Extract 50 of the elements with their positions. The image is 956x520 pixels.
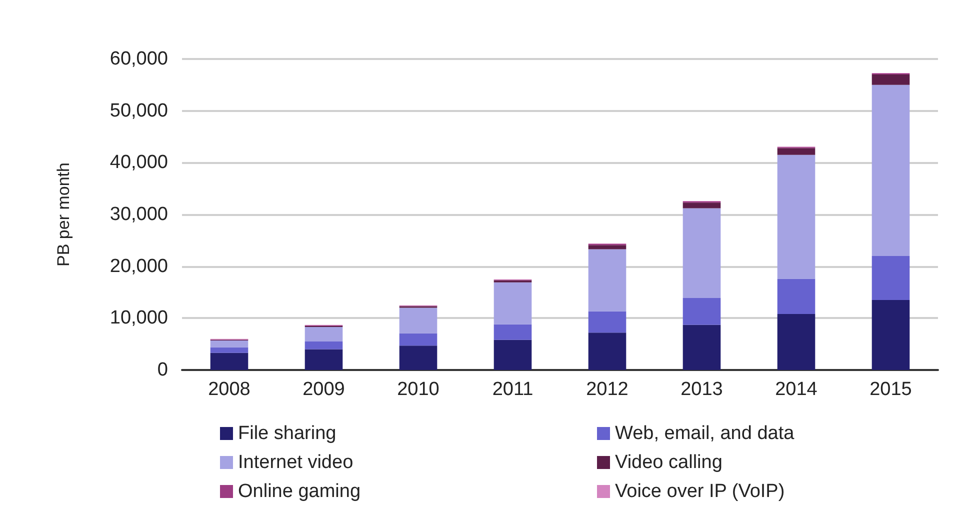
bar [872, 256, 910, 300]
bar [588, 249, 626, 312]
y-axis-title: PB per month [54, 162, 73, 266]
legend-label: Internet video [238, 452, 354, 473]
x-tick-label: 2012 [586, 379, 628, 400]
x-tick-label: 2010 [397, 379, 440, 400]
bar [304, 349, 343, 370]
x-tick-label: 2014 [775, 379, 818, 400]
x-tick-label: 2015 [870, 379, 912, 400]
legend-label: Web, email, and data [615, 423, 795, 444]
y-tick-label: 40,000 [110, 152, 168, 174]
y-tick-label: 10,000 [110, 308, 168, 329]
legend-label: Online gaming [238, 481, 361, 502]
bar [872, 74, 910, 85]
y-tick-label: 20,000 [110, 256, 168, 277]
bar [872, 84, 910, 256]
bar [304, 326, 343, 342]
bar [494, 324, 532, 340]
bar [682, 324, 721, 370]
y-tick-label: 30,000 [110, 204, 168, 225]
bar [777, 154, 816, 279]
x-tick-label: 2011 [492, 379, 534, 400]
bar [682, 202, 721, 208]
y-tick-label: 50,000 [110, 100, 168, 122]
bar [210, 340, 248, 348]
bar [777, 278, 816, 314]
y-tick-label: 0 [157, 360, 168, 380]
bar [777, 148, 816, 155]
bar [682, 298, 721, 325]
bar [588, 245, 626, 250]
bar [494, 340, 532, 370]
x-tick-label: 2013 [680, 379, 723, 400]
bar [399, 308, 438, 334]
bar [682, 208, 721, 298]
bar [210, 347, 248, 353]
x-tick-label: 2008 [208, 379, 250, 400]
legend-label: File sharing [238, 423, 336, 444]
y-tick-label: 60,000 [110, 48, 168, 70]
bar [777, 314, 816, 370]
bar [588, 332, 626, 370]
bar [304, 341, 343, 350]
legend-label: Voice over IP (VoIP) [615, 481, 785, 502]
x-tick-label: 2009 [302, 379, 345, 400]
bar [494, 282, 532, 324]
bar [588, 311, 626, 333]
bar [210, 352, 248, 370]
bar [399, 333, 438, 346]
bar [399, 346, 438, 370]
bar [872, 300, 910, 370]
legend-label: Video calling [615, 452, 722, 473]
